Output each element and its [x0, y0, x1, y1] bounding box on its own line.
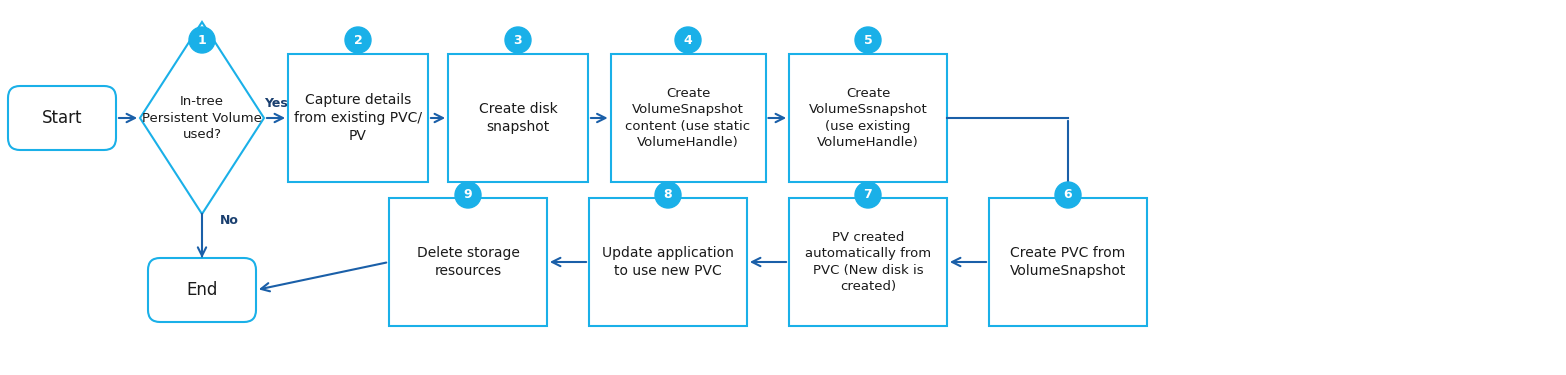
Bar	[448, 54, 587, 182]
Circle shape	[855, 182, 882, 208]
Bar	[789, 54, 947, 182]
Text: End: End	[186, 281, 218, 299]
Bar	[589, 198, 747, 326]
Circle shape	[456, 182, 481, 208]
Text: Start: Start	[42, 109, 83, 127]
Circle shape	[655, 182, 681, 208]
Bar	[789, 198, 947, 326]
Text: 6: 6	[1063, 189, 1073, 201]
Circle shape	[189, 27, 215, 53]
Text: Create disk
snapshot: Create disk snapshot	[479, 102, 557, 134]
Text: No: No	[219, 214, 240, 228]
Text: 3: 3	[514, 33, 523, 46]
Text: In-tree
Persistent Volume
used?: In-tree Persistent Volume used?	[143, 95, 262, 141]
Circle shape	[855, 27, 882, 53]
Text: 7: 7	[863, 189, 872, 201]
Text: 9: 9	[464, 189, 473, 201]
Circle shape	[675, 27, 702, 53]
Circle shape	[1055, 182, 1081, 208]
Bar	[288, 54, 428, 182]
Polygon shape	[139, 22, 265, 214]
Circle shape	[345, 27, 371, 53]
Text: Create PVC from
VolumeSnapshot: Create PVC from VolumeSnapshot	[1010, 246, 1126, 278]
Text: 8: 8	[664, 189, 672, 201]
Text: Yes: Yes	[265, 97, 288, 110]
Text: 4: 4	[684, 33, 692, 46]
Text: PV created
automatically from
PVC (New disk is
created): PV created automatically from PVC (New d…	[805, 231, 932, 293]
Text: Delete storage
resources: Delete storage resources	[417, 246, 520, 278]
Text: 5: 5	[863, 33, 872, 46]
Bar	[990, 198, 1146, 326]
FancyBboxPatch shape	[149, 258, 255, 322]
FancyBboxPatch shape	[8, 86, 116, 150]
Bar	[611, 54, 766, 182]
Text: Capture details
from existing PVC/
PV: Capture details from existing PVC/ PV	[294, 93, 421, 143]
Circle shape	[504, 27, 531, 53]
Bar	[388, 198, 547, 326]
Text: Create
VolumeSnapshot
content (use static
VolumeHandle): Create VolumeSnapshot content (use stati…	[625, 87, 750, 149]
Text: 1: 1	[197, 33, 207, 46]
Text: Update application
to use new PVC: Update application to use new PVC	[601, 246, 734, 278]
Text: Create
VolumeSsnapshot
(use existing
VolumeHandle): Create VolumeSsnapshot (use existing Vol…	[808, 87, 927, 149]
Text: 2: 2	[354, 33, 362, 46]
